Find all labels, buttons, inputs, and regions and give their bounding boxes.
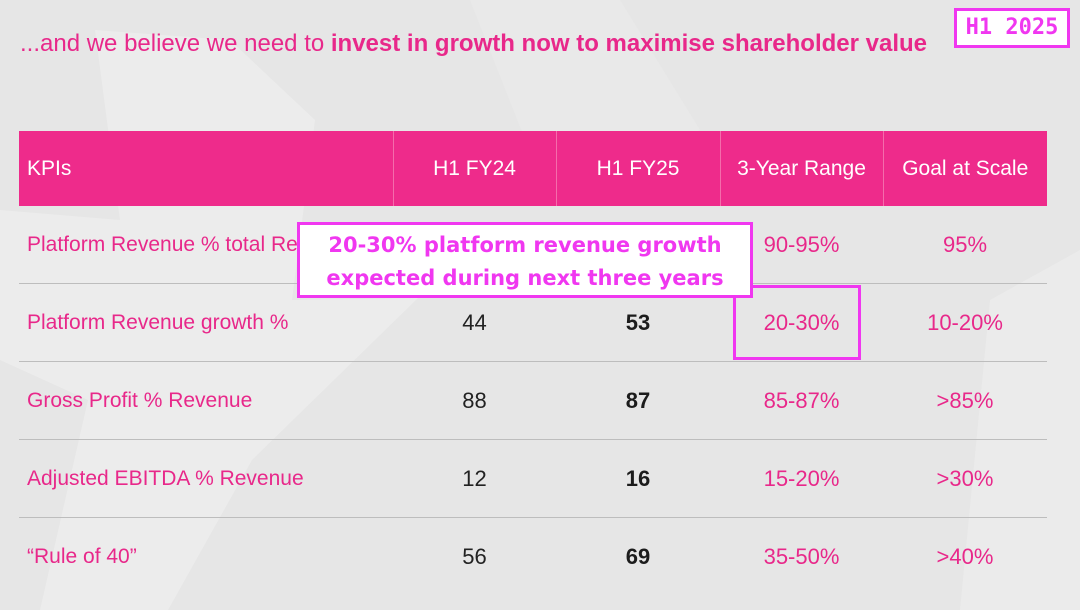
kpi-label: Gross Profit % Revenue [19, 361, 393, 440]
table-header-row: KPIs H1 FY24 H1 FY25 3-Year Range Goal a… [19, 131, 1047, 206]
goal-at-scale-value: >30% [883, 439, 1047, 518]
kpi-label: Adjusted EBITDA % Revenue [19, 439, 393, 518]
callout-line-2: expected during next three years [326, 266, 724, 290]
column-header-goal-at-scale: Goal at Scale [883, 131, 1047, 206]
kpi-table: KPIs H1 FY24 H1 FY25 3-Year Range Goal a… [19, 131, 1047, 595]
slide-headline: ...and we believe we need to invest in g… [20, 30, 1060, 58]
growth-callout: 20-30% platform revenue growth expected … [297, 222, 753, 298]
column-header-h1-fy25: H1 FY25 [556, 131, 721, 206]
goal-at-scale-value: 95% [883, 206, 1047, 284]
three-year-range-value: 85-87% [720, 361, 883, 440]
kpi-label: Platform Revenue % total Revenue [19, 206, 393, 284]
h1-fy25-value: 16 [556, 439, 720, 518]
three-year-range-value: 15-20% [720, 439, 883, 518]
kpi-label: “Rule of 40” [27, 544, 137, 568]
h1-fy24-value: 12 [393, 439, 556, 518]
goal-at-scale-value: >40% [936, 543, 994, 569]
h1-fy24-value: 56 [462, 543, 487, 569]
table-row: Adjusted EBITDA % Revenue 12 16 15-20% >… [19, 439, 1047, 518]
table-row: Gross Profit % Revenue 88 87 85-87% >85% [19, 361, 1047, 440]
goal-at-scale-value: >85% [883, 361, 1047, 440]
goal-at-scale-value: 10-20% [883, 283, 1047, 362]
three-year-range-value: 35-50% [763, 543, 840, 569]
table-row: “Rule of 40” 56 69 35-50% >40% [19, 518, 1047, 596]
h1-fy24-value: 88 [393, 361, 556, 440]
range-highlight-box [733, 285, 861, 360]
column-header-kpis: KPIs [19, 131, 394, 206]
column-header-3-year-range: 3-Year Range [720, 131, 884, 206]
period-badge: H1 2025 [954, 8, 1070, 48]
headline-emphasis: invest in growth now to maximise shareho… [330, 30, 928, 57]
headline-prefix: ...and we believe we need to [20, 30, 331, 57]
h1-fy25-value: 69 [625, 543, 651, 569]
h1-fy25-value: 87 [556, 361, 720, 440]
callout-line-1: 20-30% platform revenue growth [328, 233, 722, 257]
column-header-h1-fy24: H1 FY24 [393, 131, 557, 206]
